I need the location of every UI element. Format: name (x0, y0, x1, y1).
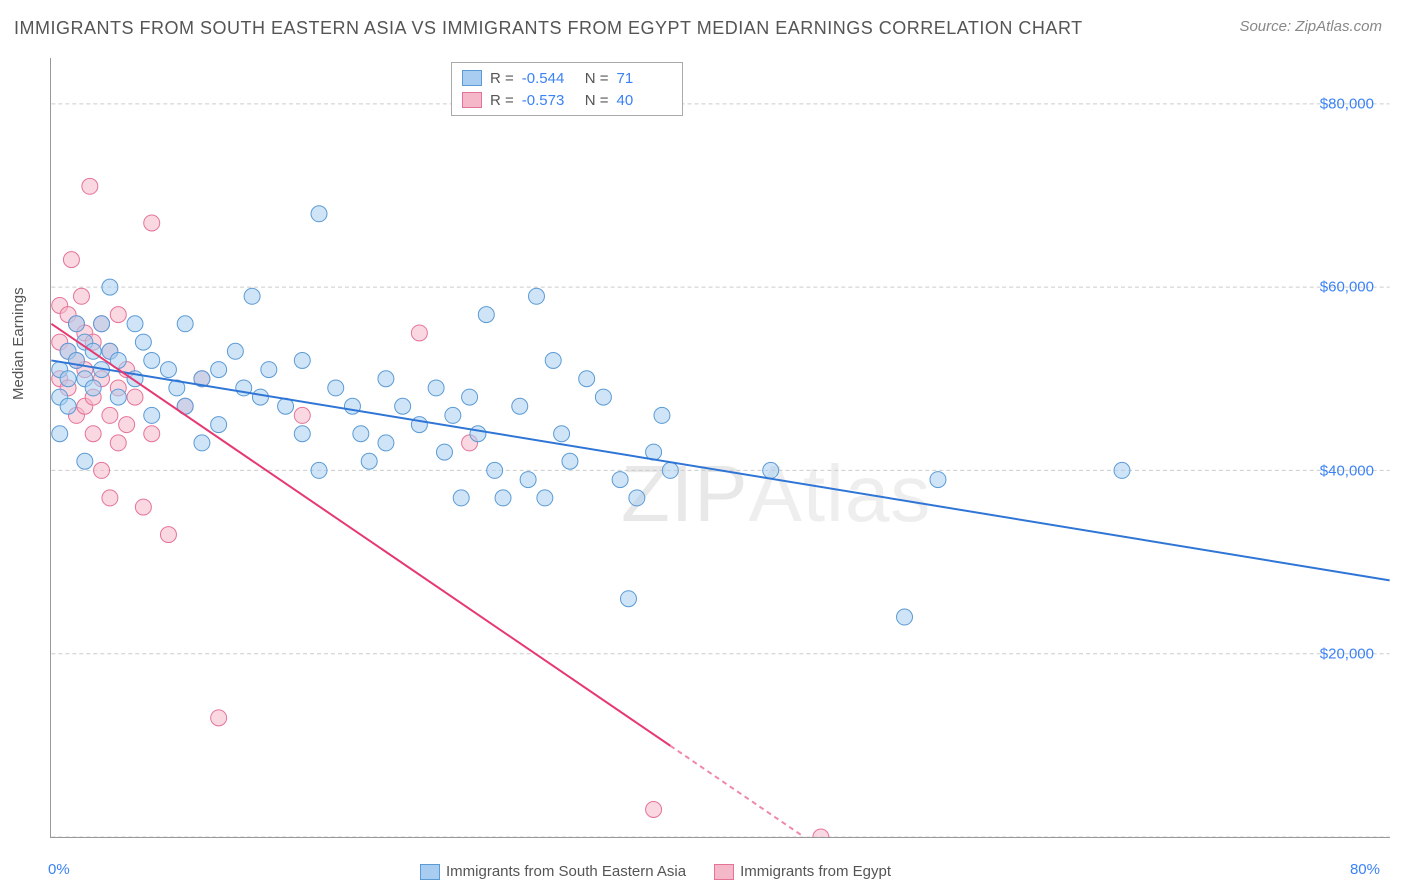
chart-title: IMMIGRANTS FROM SOUTH EASTERN ASIA VS IM… (14, 18, 1083, 39)
y-tick-label: $80,000 (1320, 95, 1374, 112)
y-tick-label: $20,000 (1320, 646, 1374, 663)
legend-label-egypt: Immigrants from Egypt (740, 863, 891, 880)
legend-item-sea: Immigrants from South Eastern Asia (420, 863, 686, 880)
chart-svg (51, 58, 1390, 837)
source-attribution: Source: ZipAtlas.com (1239, 18, 1382, 35)
y-tick-label: $40,000 (1320, 462, 1374, 479)
x-axis-max-label: 80% (1350, 861, 1380, 878)
x-axis-min-label: 0% (48, 861, 70, 878)
swatch-sea (462, 70, 482, 86)
chart-container: IMMIGRANTS FROM SOUTH EASTERN ASIA VS IM… (0, 0, 1406, 892)
swatch-egypt (462, 92, 482, 108)
legend-item-egypt: Immigrants from Egypt (714, 863, 891, 880)
y-axis-label: Median Earnings (10, 287, 27, 400)
n-value-sea: 71 (617, 70, 672, 87)
legend-correlation: R = -0.544 N = 71 R = -0.573 N = 40 (451, 62, 683, 116)
y-tick-label: $60,000 (1320, 279, 1374, 296)
legend-row-sea: R = -0.544 N = 71 (462, 67, 672, 89)
swatch-egypt-bottom (714, 864, 734, 880)
legend-series: Immigrants from South Eastern Asia Immig… (420, 863, 891, 880)
r-value-sea: -0.544 (522, 70, 577, 87)
r-value-egypt: -0.573 (522, 92, 577, 109)
plot-area: ZIPAtlas R = -0.544 N = 71 R = -0.573 N … (50, 58, 1390, 838)
swatch-sea-bottom (420, 864, 440, 880)
n-value-egypt: 40 (617, 92, 672, 109)
legend-row-egypt: R = -0.573 N = 40 (462, 89, 672, 111)
legend-label-sea: Immigrants from South Eastern Asia (446, 863, 686, 880)
